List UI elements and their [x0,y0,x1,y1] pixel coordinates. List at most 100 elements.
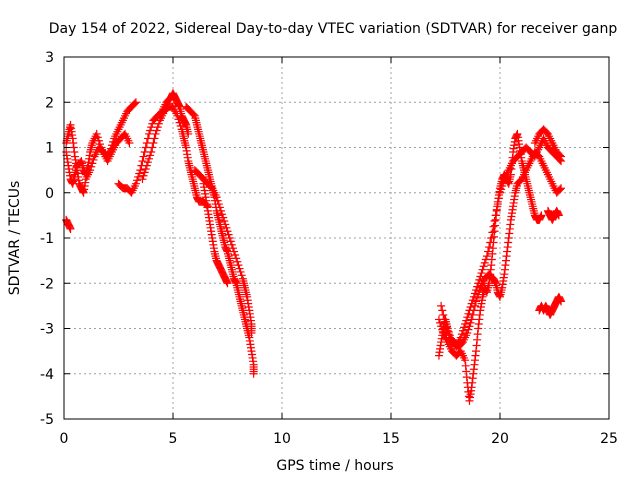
data-point [480,258,489,267]
data-point [213,196,222,205]
data-point [461,319,470,328]
data-point [139,152,148,161]
data-point [148,143,157,152]
data-point [223,227,232,236]
y-axis-label: SDTVAR / TECUs [7,181,23,296]
data-point [557,184,566,193]
data-point [139,171,148,180]
data-point [133,176,142,185]
data-point [465,322,474,331]
data-point [436,318,445,327]
x-tick-label: 0 [60,431,69,447]
data-point [92,129,101,138]
data-point [86,166,95,175]
series-segment-6 [182,102,258,378]
data-point [472,286,481,295]
series-segment-11 [437,148,566,351]
data-point [142,161,151,170]
data-point [93,133,102,142]
y-tick-label: -3 [40,322,54,338]
data-point [555,185,564,194]
data-point [224,230,233,239]
data-point [146,151,155,160]
data-point [467,315,476,324]
data-point [135,169,144,178]
data-point [464,325,473,334]
data-point [189,110,198,119]
data-point [472,297,481,306]
data-point [442,323,451,332]
data-point [145,154,154,163]
data-point [470,301,479,310]
y-tick-label: 1 [45,141,54,157]
data-point [557,152,566,161]
x-tick-labels: 0 5 10 15 20 25 [60,431,618,447]
data-point [237,271,246,280]
data-point [153,123,162,132]
data-point [479,262,488,271]
data-point [247,329,256,338]
x-tick-label: 25 [600,431,618,447]
data-point [236,267,245,276]
x-tick-label: 15 [382,431,400,447]
x-tick-label: 20 [491,431,509,447]
data-point [223,279,232,288]
series-segment-14 [530,125,566,161]
data-point [438,306,447,315]
data-point [87,162,96,171]
data-point [131,98,140,107]
data-point [143,158,152,167]
data-point [474,290,483,299]
data-point [235,264,244,273]
data-point [484,247,493,256]
data-point [215,203,224,212]
data-point [460,323,469,332]
data-point [233,257,242,266]
data-point [441,319,450,328]
data-point [458,326,467,335]
series-segment-8 [190,166,256,338]
data-point [469,292,478,301]
x-tick-label: 5 [169,431,178,447]
data-point [555,151,564,160]
y-tick-label: 3 [45,50,54,66]
data-point [469,306,478,315]
y-tick-label: -1 [40,231,54,247]
data-point [489,222,498,231]
data-point [437,322,446,331]
data-point [226,237,235,246]
data-point [537,211,546,220]
data-point [230,247,239,256]
data-point [464,309,473,318]
data-point [457,330,466,339]
data-point [176,122,185,131]
data-point [477,269,486,278]
data-point [473,293,482,302]
data-point [212,193,221,202]
data-point [462,316,471,325]
data-point [218,210,227,219]
data-point [554,211,563,220]
data-point [136,166,145,175]
data-point [437,301,446,310]
series-segment-2 [62,120,134,197]
data-point [138,157,147,166]
data-point [130,99,139,108]
data-point [482,252,491,261]
data-point [149,138,158,147]
series-segment-13 [543,206,563,224]
series-segment-10 [434,129,546,405]
data-point [475,287,484,296]
data-point [463,329,472,338]
data-point [220,217,229,226]
data-point [440,315,449,324]
y-tick-label: 0 [45,186,54,202]
data-point [232,254,241,263]
data-point [216,206,225,215]
data-point [221,220,230,229]
data-point [154,119,163,128]
data-point [147,148,156,157]
data-point [473,282,482,291]
data-point [150,134,159,143]
